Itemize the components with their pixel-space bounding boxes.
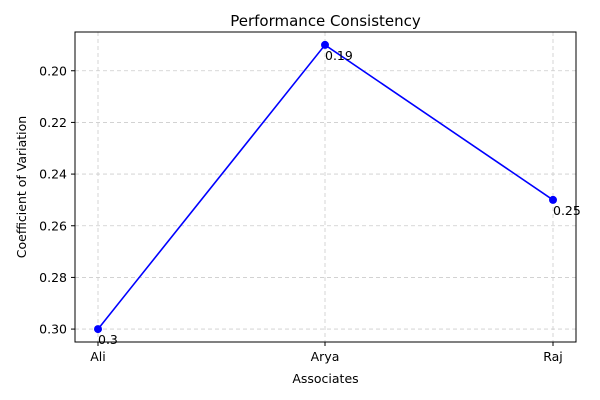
grid-layer (75, 32, 576, 342)
x-tick-label: Raj (543, 349, 563, 364)
y-tick-label: 0.26 (39, 218, 67, 233)
y-tick-label: 0.22 (39, 115, 67, 130)
y-tick-label: 0.28 (39, 270, 67, 285)
x-tick-label: Arya (311, 349, 340, 364)
data-label: 0.19 (325, 48, 353, 63)
y-axis-label: Coefficient of Variation (14, 116, 29, 258)
series-line (97, 43, 554, 330)
data-point (321, 40, 329, 49)
data-point (549, 195, 557, 204)
axes-layer (74, 31, 577, 343)
series-layer (94, 40, 557, 334)
data-point (94, 325, 102, 334)
x-tick-label: Ali (90, 349, 106, 364)
chart-title: Performance Consistency (230, 12, 421, 30)
data-label: 0.25 (553, 203, 581, 218)
ticks-layer: Ali Arya Raj 0.20 0.22 0.24 0.26 0.28 0.30 (39, 63, 563, 364)
y-tick-label: 0.30 (39, 322, 67, 337)
x-axis-label: Associates (292, 371, 358, 386)
y-tick-label: 0.24 (39, 167, 67, 182)
data-label: 0.3 (98, 332, 118, 347)
plot-frame (74, 31, 577, 343)
labels-layer: 0.3 0.19 0.25 (98, 48, 581, 347)
y-tick-label: 0.20 (39, 63, 67, 78)
